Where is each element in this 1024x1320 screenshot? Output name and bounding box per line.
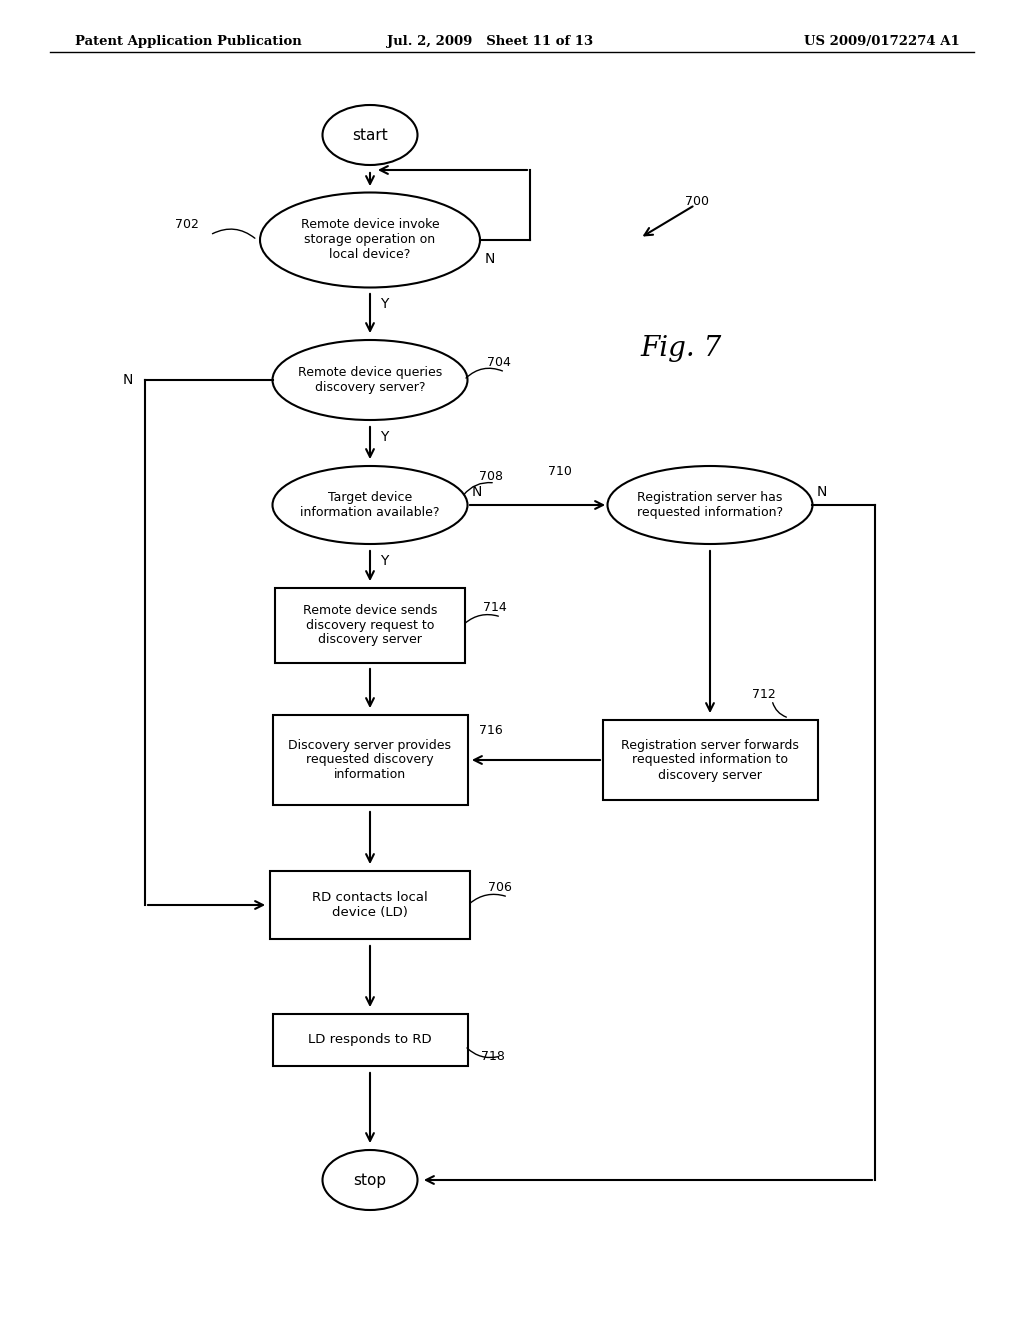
Text: 708: 708 — [479, 470, 503, 483]
Text: Fig. 7: Fig. 7 — [640, 335, 721, 362]
Text: Registration server forwards
requested information to
discovery server: Registration server forwards requested i… — [622, 738, 799, 781]
Text: 718: 718 — [481, 1049, 505, 1063]
Text: 712: 712 — [752, 688, 776, 701]
Text: Patent Application Publication: Patent Application Publication — [75, 36, 302, 48]
Text: Remote device sends
discovery request to
discovery server: Remote device sends discovery request to… — [303, 603, 437, 647]
Text: Remote device invoke
storage operation on
local device?: Remote device invoke storage operation o… — [301, 219, 439, 261]
Text: RD contacts local
device (LD): RD contacts local device (LD) — [312, 891, 428, 919]
Text: US 2009/0172274 A1: US 2009/0172274 A1 — [804, 36, 961, 48]
Text: 702: 702 — [175, 218, 199, 231]
Text: N: N — [123, 374, 133, 387]
Text: Registration server has
requested information?: Registration server has requested inform… — [637, 491, 783, 519]
Text: Remote device queries
discovery server?: Remote device queries discovery server? — [298, 366, 442, 393]
Text: 716: 716 — [479, 723, 503, 737]
Text: 710: 710 — [548, 465, 571, 478]
Text: Y: Y — [380, 297, 388, 312]
Text: 704: 704 — [487, 356, 511, 370]
Text: Y: Y — [380, 430, 388, 444]
Text: Target device
information available?: Target device information available? — [300, 491, 439, 519]
Text: Y: Y — [380, 554, 388, 568]
Text: stop: stop — [353, 1172, 387, 1188]
Text: N: N — [485, 252, 496, 267]
Text: 706: 706 — [488, 880, 512, 894]
Text: LD responds to RD: LD responds to RD — [308, 1034, 432, 1047]
Text: 714: 714 — [483, 601, 507, 614]
Text: Jul. 2, 2009   Sheet 11 of 13: Jul. 2, 2009 Sheet 11 of 13 — [387, 36, 593, 48]
Text: Discovery server provides
requested discovery
information: Discovery server provides requested disc… — [289, 738, 452, 781]
Text: start: start — [352, 128, 388, 143]
Text: N: N — [817, 484, 827, 499]
Text: N: N — [472, 484, 482, 499]
Text: 700: 700 — [685, 195, 709, 209]
